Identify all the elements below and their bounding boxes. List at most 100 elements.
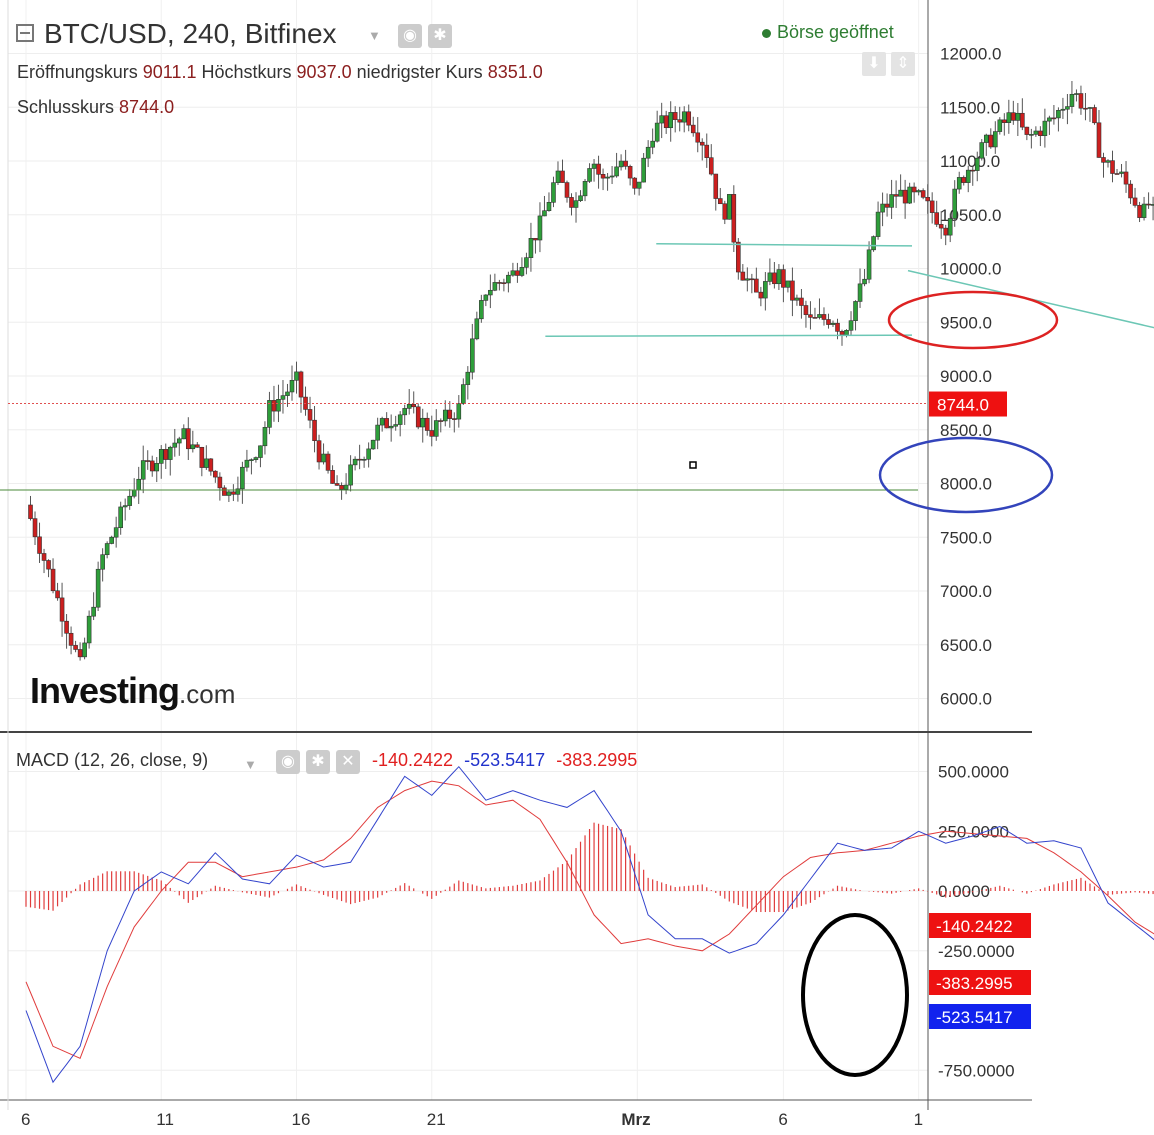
- candle-body: [289, 379, 295, 393]
- candle-body: [262, 427, 268, 447]
- candle-body: [681, 111, 687, 123]
- candle-body: [1141, 203, 1147, 218]
- candle-body: [1015, 112, 1021, 121]
- candle-body: [695, 132, 701, 143]
- candle-body: [717, 198, 723, 205]
- low-value: 8351.0: [487, 62, 543, 82]
- macd-tick-label: -250.0000: [938, 942, 1015, 961]
- candle-body: [388, 425, 394, 429]
- candle-body: [573, 200, 579, 208]
- candle-body: [596, 163, 601, 175]
- candle-body: [163, 449, 169, 460]
- candle-body: [104, 543, 110, 556]
- price-tick-label: 12000.0: [940, 45, 1001, 64]
- support-trendline: [545, 334, 913, 337]
- candle-body: [677, 119, 683, 123]
- candle-body: [1105, 160, 1111, 163]
- arrow-down-icon[interactable]: ⬇: [862, 52, 886, 76]
- logo-main: Investing: [30, 670, 180, 711]
- candle-body: [754, 278, 759, 293]
- candle-body: [636, 181, 642, 189]
- macd-gear-icon[interactable]: ✱: [306, 750, 330, 774]
- candle-body: [64, 620, 69, 634]
- macd-eye-icon[interactable]: ◉: [276, 750, 300, 774]
- eye-icon[interactable]: ◉: [398, 24, 422, 48]
- blue-ellipse: [878, 436, 1054, 514]
- candle-body: [366, 448, 371, 460]
- candle-body: [835, 322, 840, 332]
- candle-body: [726, 194, 732, 220]
- macd-close-icon[interactable]: ✕: [336, 750, 360, 774]
- candle-body: [1123, 171, 1129, 185]
- chevron-down-icon[interactable]: ▼: [368, 28, 381, 43]
- candle-body: [672, 112, 678, 120]
- candle-body: [889, 194, 894, 208]
- market-status: Börse geöffnet: [762, 22, 894, 43]
- candle-body: [857, 283, 863, 302]
- candle-body: [731, 194, 737, 243]
- collapse-icon[interactable]: [16, 24, 34, 42]
- candle-body: [50, 568, 56, 592]
- candle-body: [357, 458, 362, 461]
- price-tick-label: 7000.0: [940, 582, 992, 601]
- candle-body: [167, 446, 173, 460]
- candle-body: [1065, 106, 1070, 110]
- candle-body: [339, 485, 344, 490]
- rising-trendline: [907, 269, 1154, 329]
- candle-body: [699, 141, 705, 146]
- candle-body: [127, 495, 132, 506]
- candle-body: [515, 270, 520, 276]
- candle-body: [627, 166, 633, 179]
- time-tick-label: Mrz: [621, 1110, 650, 1129]
- candle-body: [1132, 197, 1138, 206]
- candle-body: [614, 166, 619, 177]
- candle-body: [758, 291, 764, 299]
- macd-chevron-down-icon[interactable]: ▼: [244, 757, 257, 772]
- resistance-trendline: [656, 243, 913, 247]
- candle-body: [488, 289, 493, 296]
- macd-tick-label: -750.0000: [938, 1061, 1015, 1080]
- macd-tick-label: 500.0000: [938, 763, 1009, 782]
- candle-body: [415, 406, 421, 428]
- candle-body: [249, 459, 254, 461]
- candle-body: [122, 505, 128, 508]
- candle-body: [113, 527, 119, 538]
- candle-body: [578, 195, 583, 201]
- candle-body: [91, 606, 96, 617]
- candle-body: [158, 449, 164, 464]
- price-tick-label: 10000.0: [940, 260, 1001, 279]
- candle-body: [623, 160, 628, 167]
- candle-body: [668, 112, 673, 129]
- time-tick-label: 6: [778, 1110, 787, 1129]
- candle-body: [1042, 120, 1048, 137]
- expand-icon[interactable]: ⇕: [891, 52, 915, 76]
- candle-body: [240, 466, 245, 490]
- time-tick-label: 1: [914, 1110, 923, 1129]
- candle-body: [1078, 93, 1084, 109]
- candle-body: [140, 460, 146, 480]
- candle-body: [929, 200, 935, 213]
- candle-body: [217, 476, 223, 489]
- gear-icon[interactable]: ✱: [428, 24, 452, 48]
- candle-body: [650, 140, 655, 148]
- candle-body: [1137, 205, 1142, 218]
- candle-body: [479, 300, 484, 320]
- candle-body: [817, 314, 822, 318]
- candle-body: [244, 459, 250, 468]
- candle-body: [632, 177, 637, 189]
- close-value: 8744.0: [119, 97, 175, 117]
- candle-body: [375, 424, 380, 441]
- candle-body: [763, 281, 768, 299]
- macd-line: [25, 765, 1154, 1084]
- candle-body: [145, 460, 151, 462]
- macd-line-badge: [929, 1004, 1031, 1029]
- candle-body: [190, 444, 196, 450]
- candle-body: [258, 445, 263, 458]
- candle-body: [659, 115, 664, 124]
- candle-body: [1011, 112, 1016, 121]
- candle-body: [907, 186, 912, 204]
- candle-body: [176, 438, 182, 444]
- candle-body: [542, 210, 547, 217]
- candle-body: [1002, 119, 1007, 123]
